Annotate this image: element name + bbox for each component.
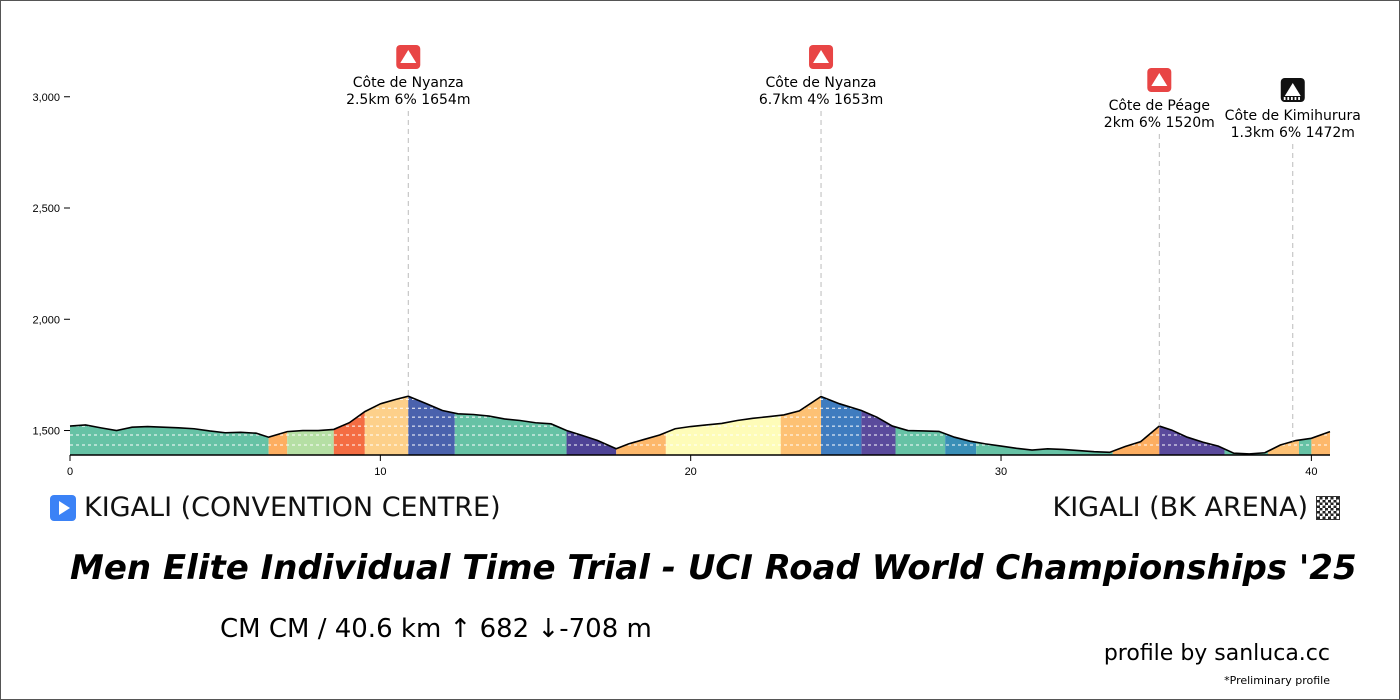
mountain-glyph: [1284, 83, 1301, 96]
route-start-label: KIGALI (CONVENTION CENTRE): [84, 492, 501, 523]
gradient-segment: [333, 411, 365, 455]
y-tick-label: 3,000: [32, 92, 60, 104]
gradient-segment: [821, 396, 862, 455]
mountain-glyph: [813, 50, 830, 63]
gradient-segment: [70, 424, 269, 455]
gradient-segment: [1298, 438, 1312, 455]
credit-text: profile by sanluca.cc: [1103, 641, 1330, 666]
preliminary-note: *Preliminary profile: [1224, 674, 1330, 687]
x-tick-label: 0: [67, 466, 73, 478]
route-finish-label: KIGALI (BK ARENA): [1052, 492, 1309, 523]
gradient-segment: [1159, 426, 1225, 455]
gradient-segment: [364, 396, 409, 455]
x-tick-label: 30: [995, 466, 1007, 478]
mountain-glyph: [1151, 73, 1168, 86]
x-tick-label: 10: [374, 466, 386, 478]
checker-glyph: [1294, 97, 1297, 100]
x-tick-label: 40: [1305, 466, 1317, 478]
gradient-segment: [566, 430, 617, 455]
route-finish: KIGALI (BK ARENA): [1052, 492, 1340, 523]
gradient-segment: [1112, 426, 1160, 455]
climb-name: Côte de Nyanza: [353, 75, 464, 91]
gradient-segment: [976, 442, 1113, 455]
gradient-segment: [287, 429, 334, 455]
chart-title: Men Elite Individual Time Trial - UCI Ro…: [70, 548, 1357, 588]
climb-name: Côte de Kimihurura: [1225, 108, 1361, 124]
climb-stats: 2.5km 6% 1654m: [346, 92, 470, 108]
climb-name: Côte de Péage: [1109, 98, 1210, 114]
checker-glyph: [1287, 97, 1290, 100]
gradient-segment: [616, 432, 666, 455]
gradient-segment: [268, 431, 288, 455]
route-stats: CM CM / 40.6 km ↑ 682 ↓-708 m: [220, 614, 652, 644]
y-tick-label: 1,500: [32, 426, 60, 438]
profile-outline: [69, 395, 1331, 455]
gradient-segment: [780, 396, 822, 455]
route-start: KIGALI (CONVENTION CENTRE): [50, 492, 501, 523]
climb-stats: 6.7km 4% 1653m: [759, 92, 883, 108]
y-tick-label: 2,000: [32, 314, 60, 326]
y-tick-label: 2,500: [32, 203, 60, 215]
gradient-segment: [861, 410, 896, 455]
checker-glyph: [1283, 97, 1286, 100]
checkered-flag-icon: [1316, 495, 1340, 520]
climb-name: Côte de Nyanza: [766, 75, 877, 91]
checker-glyph: [1290, 97, 1293, 100]
play-icon: [50, 494, 76, 521]
checker-glyph: [1298, 97, 1300, 100]
climb-stats: 2km 6% 1520m: [1104, 115, 1215, 131]
gradient-segment: [1267, 440, 1299, 455]
gradient-segment: [945, 433, 977, 455]
mountain-glyph: [400, 50, 417, 63]
x-tick-label: 20: [685, 466, 697, 478]
gradient-segment: [895, 426, 946, 455]
climb-stats: 1.3km 6% 1472m: [1231, 125, 1355, 141]
